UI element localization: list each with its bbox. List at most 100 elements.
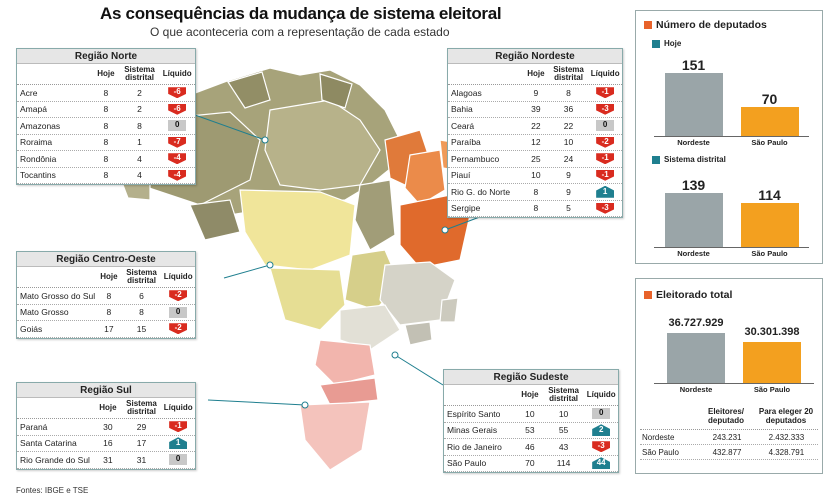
liquido-badge: -1: [596, 153, 615, 165]
liquido-badge: -4: [168, 169, 187, 181]
table-row: Rio de Janeiro 46 43 -3: [444, 439, 618, 456]
region-table-sul: Região Sul Hoje Sistema distrital Líquid…: [16, 382, 196, 470]
page-title: As consequências da mudança de sistema e…: [100, 4, 502, 23]
table-row: Tocantins 8 4 -4: [17, 168, 195, 184]
value-hoje: 8: [103, 120, 109, 131]
liquido-cell: 1: [588, 185, 622, 198]
col-hoje: Hoje: [527, 69, 545, 78]
table-row: Mato Grosso do Sul 8 6 -2: [17, 288, 195, 305]
table-row: Bahia 39 36 -3: [448, 102, 622, 118]
liquido-cell: -2: [588, 136, 622, 148]
liquido-badge: -3: [592, 441, 611, 453]
value-hoje: 25: [531, 153, 541, 164]
liquido-cell: -1: [588, 87, 622, 99]
bar-value-label: 30.301.398: [744, 326, 800, 338]
state-name: Rio Grande do Sul: [20, 454, 90, 465]
region-title: Região Sudeste: [444, 370, 618, 385]
liquido-cell: -1: [588, 153, 622, 165]
liquido-badge: -3: [596, 103, 615, 115]
value-distrital: 8: [566, 87, 571, 98]
table-row: Paraná 30 29 -1: [17, 419, 195, 436]
deputados-title: Número de deputados: [656, 19, 767, 31]
liquido-cell: 1: [161, 437, 195, 450]
value-hoje: 12: [531, 137, 541, 148]
region-table-centro-oeste: Região Centro-Oeste Hoje Sistema distrit…: [16, 251, 196, 339]
chart-hoje: 151 Nordeste 70 São Paulo: [654, 53, 809, 148]
eleitorado-table-head: Eleitores/ deputado Para eleger 20 deput…: [640, 407, 818, 430]
liquido-badge: -6: [168, 103, 187, 115]
bar-category-label: Nordeste: [677, 249, 710, 258]
map-state-sao-paulo: [339, 304, 401, 351]
liquido-cell: -3: [584, 441, 618, 453]
table-row: São Paulo 70 114 44: [444, 456, 618, 472]
liquido-cell: -4: [159, 169, 195, 181]
eleitorado-table: Eleitores/ deputado Para eleger 20 deput…: [640, 407, 818, 460]
value-distrital: 17: [136, 438, 147, 449]
eleitorado-title: Eleitorado total: [656, 289, 733, 301]
liquido-badge: -2: [169, 290, 188, 302]
liquido-cell: 0: [161, 306, 195, 318]
table-row: Roraima 8 1 -7: [17, 135, 195, 151]
value-distrital: 29: [136, 421, 147, 432]
value-hoje: 8: [106, 290, 112, 301]
chart-distrital: 139 Nordeste 114 São Paulo: [654, 169, 809, 259]
bar-category-label: São Paulo: [751, 249, 788, 258]
liquido-cell: 44: [584, 457, 618, 470]
map-state-tocantins: [354, 179, 396, 251]
col-liquido: Líquido: [163, 272, 193, 281]
liquido-badge: 0: [169, 454, 188, 466]
value-distrital: 22: [563, 120, 574, 131]
map-state-santa-catarina: [319, 377, 379, 406]
value-distrital: 55: [558, 425, 569, 436]
square-icon: [652, 155, 660, 164]
col-hoje: Hoje: [521, 390, 539, 399]
state-name: Espírito Santo: [447, 408, 501, 419]
liquido-badge: -2: [596, 136, 615, 148]
table-row: Pernambuco 25 24 -1: [448, 151, 622, 168]
col-20-deputados: Para eleger 20 deputados: [758, 407, 814, 425]
value-distrital: 9: [566, 186, 571, 197]
value-hoje: 8: [103, 87, 109, 98]
value-hoje: 8: [103, 137, 109, 148]
col-distrital: Sistema distrital: [126, 268, 157, 285]
liquido-badge: 0: [592, 408, 611, 420]
eleitores-por-deputado: 432.877: [712, 447, 742, 457]
state-name: Tocantins: [20, 170, 56, 181]
liquido-cell: -4: [159, 153, 195, 165]
baseline: [654, 383, 814, 384]
bar-category-label: Nordeste: [677, 138, 710, 147]
hoje-label-wrap: Hoje: [652, 39, 681, 48]
value-hoje: 53: [525, 425, 535, 436]
votos-para-20-deputados: 2.432.333: [768, 432, 805, 442]
bar-nordeste: [664, 193, 723, 247]
square-icon: [652, 39, 660, 48]
map-state-mato-grosso: [239, 189, 356, 271]
votos-para-20-deputados: 4.328.791: [768, 447, 805, 457]
eleitorado-title-wrap: Eleitorado total: [644, 289, 732, 301]
state-name: São Paulo: [447, 458, 487, 469]
state-name: Amapá: [20, 104, 47, 115]
value-distrital: 31: [136, 454, 147, 465]
map-state-rondonia: [189, 199, 241, 241]
liquido-badge: -2: [169, 323, 188, 335]
region-title: Região Centro-Oeste: [17, 252, 195, 267]
table-row: Espírito Santo 10 10 0: [444, 406, 618, 423]
liquido-cell: -2: [161, 290, 195, 302]
value-hoje: 8: [103, 153, 109, 164]
region-title: Região Sul: [17, 383, 195, 398]
liquido-cell: 2: [584, 424, 618, 437]
state-name: Goiás: [20, 323, 43, 334]
col-liquido: Líquido: [162, 69, 192, 78]
state-name: Ceará: [451, 120, 475, 131]
bar-category-label: São Paulo: [753, 385, 791, 394]
map-state-piaui: [404, 149, 446, 206]
sources-footnote: Fontes: IBGE e TSE: [16, 486, 89, 495]
value-hoje: 10: [531, 170, 541, 181]
square-icon: [644, 21, 652, 29]
bar-category-label: São Paulo: [751, 138, 788, 147]
bar-sao-paulo: [740, 107, 799, 136]
state-name: Bahia: [451, 104, 473, 115]
liquido-cell: 0: [584, 408, 618, 420]
baseline: [654, 136, 809, 137]
liquido-cell: 0: [588, 120, 622, 132]
